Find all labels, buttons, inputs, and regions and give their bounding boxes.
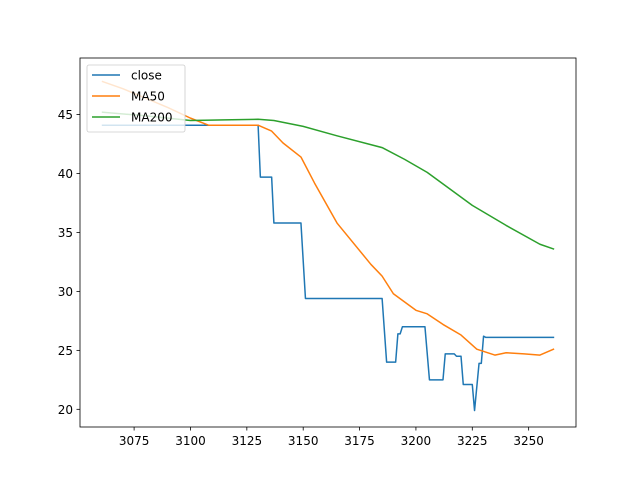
legend-label-ma50: MA50: [131, 90, 165, 104]
y-tick-label: 25: [58, 344, 73, 358]
legend-label-ma200: MA200: [131, 111, 172, 125]
x-axis-ticks: 3075 3100 3125 3150 3175 3200 3225 3250: [119, 427, 544, 448]
x-tick-label: 3225: [457, 434, 488, 448]
x-tick-label: 3250: [513, 434, 544, 448]
series-line-ma200: [101, 111, 555, 250]
y-tick-label: 45: [58, 108, 73, 122]
legend: close MA50 MA200: [86, 64, 186, 133]
y-tick-label: 40: [58, 167, 73, 181]
series-line-ma50: [101, 80, 555, 356]
legend-frame: [86, 64, 186, 133]
legend-label-close: close: [131, 69, 162, 83]
x-tick-label: 3100: [175, 434, 206, 448]
axes-frame: [79, 57, 577, 428]
series-layer: [101, 80, 555, 412]
x-tick-label: 3075: [119, 434, 150, 448]
y-tick-label: 30: [58, 285, 73, 299]
x-tick-label: 3150: [288, 434, 319, 448]
y-tick-label: 20: [58, 403, 73, 417]
x-tick-label: 3200: [401, 434, 432, 448]
series-line-close: [101, 124, 555, 412]
x-tick-label: 3125: [232, 434, 263, 448]
x-tick-label: 3175: [344, 434, 375, 448]
y-axis-ticks: 20 25 30 35 40 45: [58, 108, 80, 417]
y-tick-label: 35: [58, 226, 73, 240]
